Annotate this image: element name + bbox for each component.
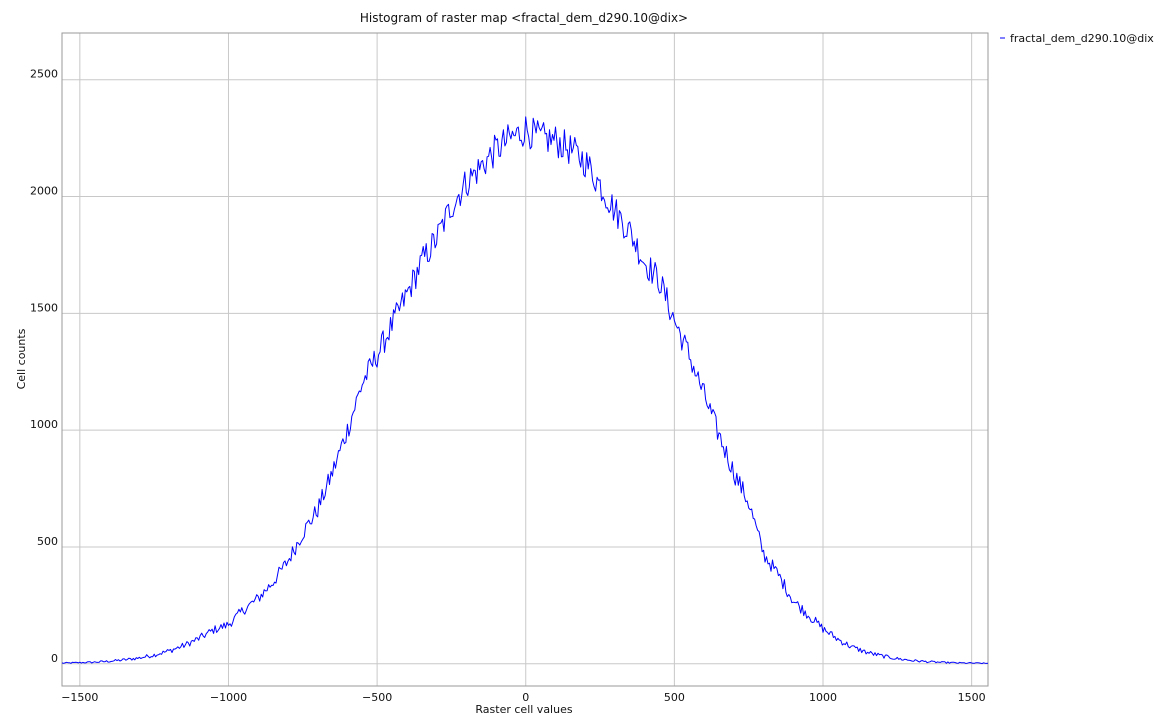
x-axis-ticks: −1500 −1000 −500 0 500 1000 1500 — [61, 691, 985, 704]
y-tick-label: 2500 — [30, 68, 58, 81]
y-tick-label: 0 — [51, 652, 58, 665]
x-tick-label: −1000 — [210, 691, 247, 704]
x-tick-label: −500 — [362, 691, 392, 704]
legend-entry: fractal_dem_d290.10@dix — [1010, 32, 1154, 45]
x-axis-label: Raster cell values — [475, 703, 572, 716]
y-tick-label: 500 — [37, 535, 58, 548]
x-tick-label: −1500 — [61, 691, 98, 704]
y-tick-label: 2000 — [30, 185, 58, 198]
legend: fractal_dem_d290.10@dix — [1000, 32, 1154, 45]
x-tick-label: 1500 — [958, 691, 986, 704]
y-tick-label: 1500 — [30, 301, 58, 314]
chart-title: Histogram of raster map <fractal_dem_d29… — [360, 11, 688, 25]
y-tick-label: 1000 — [30, 418, 58, 431]
x-tick-label: 1000 — [809, 691, 837, 704]
plot-frame — [61, 32, 989, 687]
series-line — [61, 116, 989, 665]
x-tick-label: 500 — [664, 691, 685, 704]
y-axis-label: Cell counts — [15, 328, 28, 389]
y-axis-ticks: 0 500 1000 1500 2000 2500 — [30, 68, 58, 665]
gridlines — [62, 33, 988, 686]
x-tick-label: 0 — [522, 691, 529, 704]
